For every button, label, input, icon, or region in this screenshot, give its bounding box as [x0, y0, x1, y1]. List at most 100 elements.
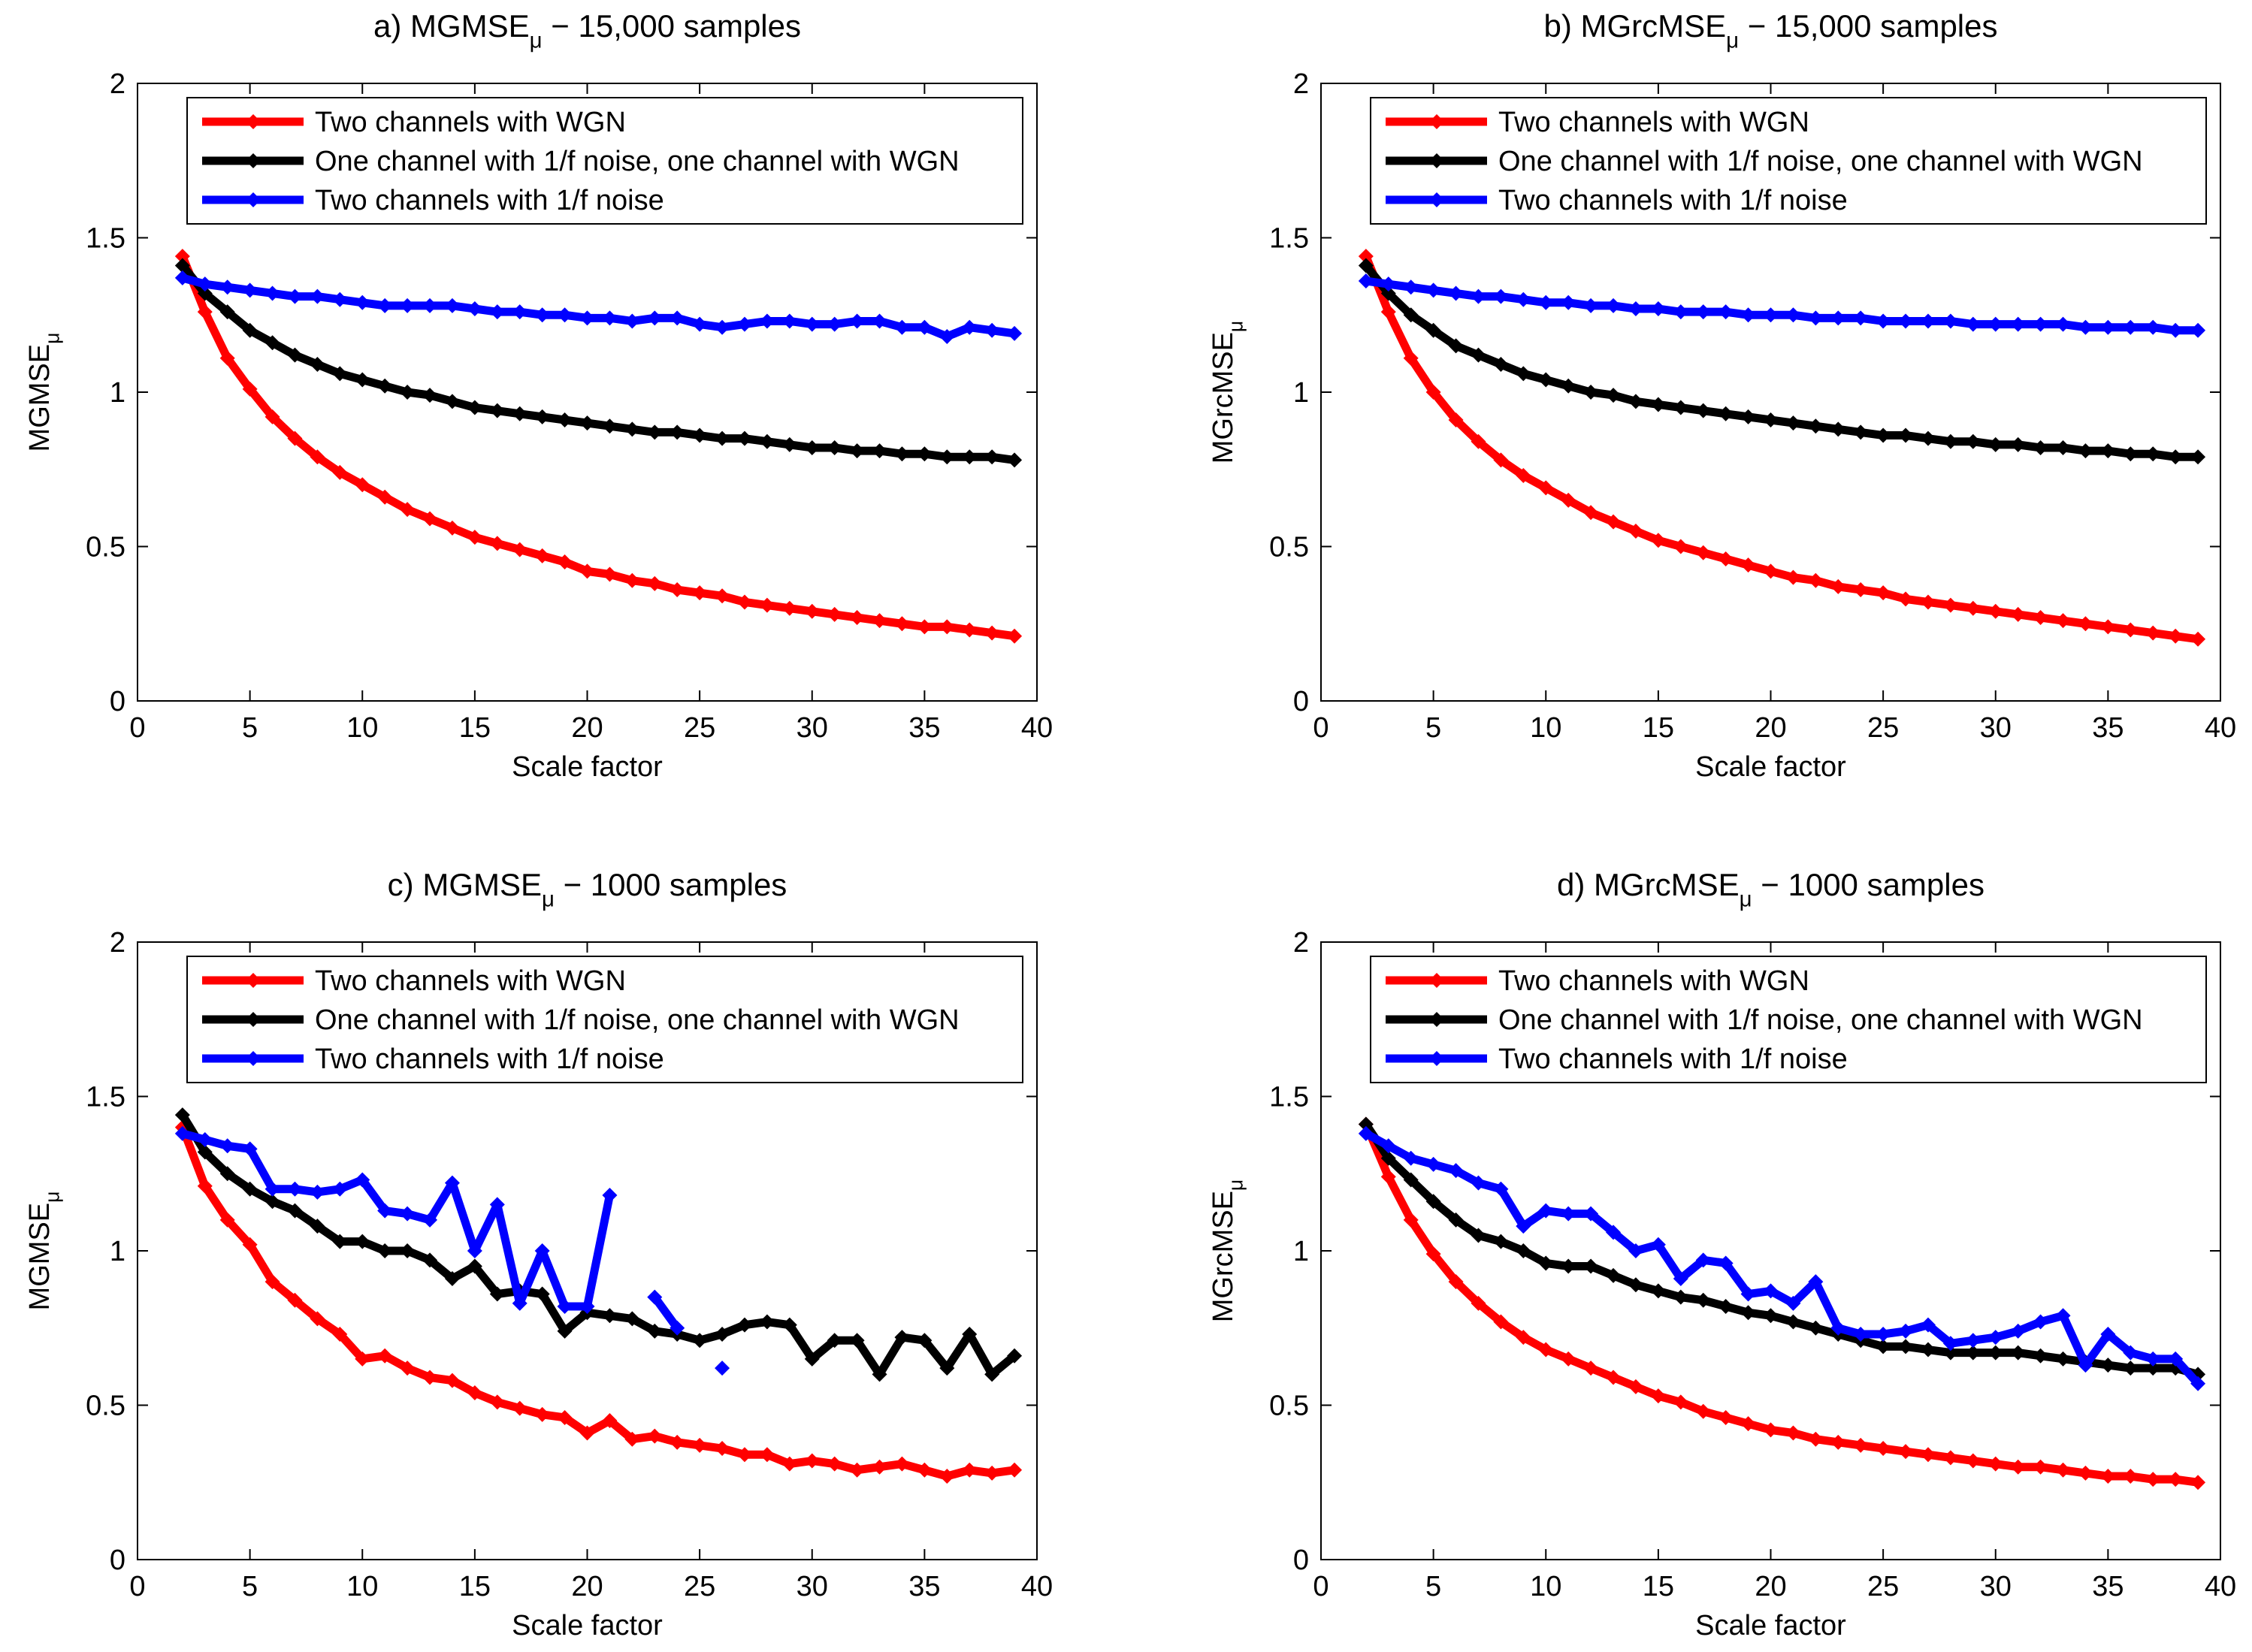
data-point — [579, 415, 595, 431]
data-point — [197, 285, 213, 301]
data-point — [1007, 1348, 1023, 1364]
data-point — [1448, 1163, 1464, 1179]
data-point — [1007, 325, 1023, 341]
data-point — [1650, 1237, 1666, 1252]
y-axis-label-part: MGMSE — [24, 344, 56, 452]
x-axis-label: Scale factor — [512, 1610, 663, 1641]
data-point — [1516, 1243, 1531, 1258]
data-point — [1606, 1370, 1622, 1385]
data-point — [624, 572, 640, 588]
data-point — [1538, 1255, 1554, 1271]
x-tick-label: 25 — [684, 1571, 715, 1602]
data-point — [174, 258, 190, 273]
data-point — [1830, 310, 1846, 326]
data-point — [2078, 1465, 2093, 1481]
data-point — [1830, 578, 1846, 594]
data-point — [715, 1441, 730, 1457]
data-point — [602, 1413, 618, 1429]
data-point — [736, 316, 752, 332]
x-tick-label: 15 — [1643, 1571, 1674, 1602]
data-point — [242, 1181, 258, 1197]
legend-label: Two channels with WGN — [315, 965, 626, 997]
chart-title-part: μ — [542, 887, 555, 912]
data-point — [2168, 1351, 2184, 1367]
data-point — [1538, 1342, 1554, 1358]
data-point — [242, 322, 258, 338]
data-point — [1920, 313, 1936, 329]
data-point — [557, 554, 573, 570]
data-point — [2010, 1345, 2026, 1361]
legend-marker — [1429, 1012, 1444, 1027]
data-point — [2078, 616, 2093, 632]
x-axis-label: Scale factor — [1695, 751, 1846, 783]
data-point — [355, 1351, 370, 1367]
data-point — [287, 1292, 303, 1308]
data-point — [332, 1234, 348, 1249]
data-point — [624, 313, 640, 329]
legend-box — [186, 97, 1023, 225]
data-point — [1493, 1234, 1509, 1249]
data-point — [2145, 1351, 2161, 1367]
data-point — [1898, 1323, 1914, 1339]
data-point — [1628, 1243, 1643, 1258]
y-axis-label-part: μ — [41, 1191, 63, 1203]
data-point — [602, 1188, 618, 1204]
data-point — [1583, 505, 1599, 521]
y-tick-label: 2 — [110, 927, 125, 959]
y-tick-label: 1.5 — [1269, 223, 1309, 255]
data-point — [1898, 427, 1914, 443]
data-point — [534, 548, 550, 563]
data-point — [1740, 1305, 1756, 1321]
data-point — [1606, 388, 1622, 403]
data-point — [1471, 433, 1486, 449]
legend-marker — [246, 973, 261, 988]
y-tick-label: 0.5 — [86, 1391, 125, 1422]
data-point — [489, 304, 505, 320]
data-point — [1606, 297, 1622, 313]
data-point — [1471, 1228, 1486, 1243]
data-point — [962, 1326, 978, 1342]
y-axis-label: MGMSEμ — [24, 1191, 63, 1311]
x-tick-label: 5 — [242, 712, 258, 744]
chart-title-part: μ — [530, 29, 543, 53]
data-point — [894, 1330, 910, 1345]
y-tick-label: 0 — [1293, 1545, 1309, 1576]
data-point — [2078, 319, 2093, 335]
data-point — [219, 1138, 235, 1154]
data-point — [287, 288, 303, 304]
y-tick-label: 1 — [1293, 1236, 1309, 1267]
data-point — [602, 418, 618, 434]
chart-title-part: c) MGMSE — [388, 867, 542, 902]
legend-label: One channel with 1/f noise, one channel … — [1498, 1004, 2143, 1036]
data-point — [1965, 600, 1981, 616]
x-tick-label: 5 — [1425, 712, 1441, 744]
x-tick-label: 15 — [1643, 712, 1674, 744]
y-axis-label-part: μ — [1224, 1179, 1247, 1191]
data-point — [1628, 523, 1643, 539]
chart-title-part: μ — [1726, 29, 1739, 53]
data-point — [1583, 1206, 1599, 1222]
data-point — [692, 1333, 708, 1348]
legend-label: Two channels with 1/f noise — [1498, 1043, 1848, 1075]
data-point — [2123, 446, 2139, 462]
data-point — [1876, 585, 1891, 601]
data-point — [557, 1409, 573, 1425]
data-point — [1695, 1403, 1711, 1419]
data-point — [1673, 1394, 1688, 1410]
x-tick-label: 35 — [2092, 1571, 2124, 1602]
data-point — [2100, 1358, 2116, 1373]
data-point — [2168, 1472, 2184, 1487]
data-point — [489, 1197, 505, 1213]
data-point — [557, 1323, 573, 1339]
data-point — [534, 409, 550, 424]
data-point — [647, 575, 663, 591]
data-point — [400, 1243, 416, 1258]
y-axis-label: MGrcMSEμ — [1208, 1179, 1247, 1323]
data-point — [174, 270, 190, 285]
data-point — [422, 388, 438, 403]
data-point — [197, 1178, 213, 1194]
data-point — [467, 400, 482, 415]
data-point — [1628, 394, 1643, 409]
legend-label: One channel with 1/f noise, one channel … — [1498, 146, 2143, 177]
